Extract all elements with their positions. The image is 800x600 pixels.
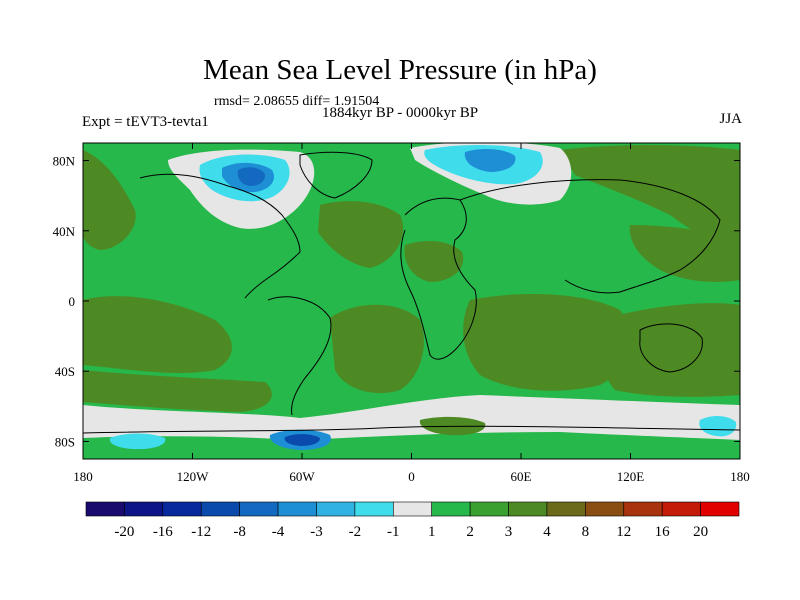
colorbar-label: -8: [233, 524, 246, 540]
period-text: 1884kyr BP - 0000kyr BP: [322, 105, 479, 121]
region-ross-sea-core: [284, 434, 320, 446]
colorbar-label: -16: [153, 524, 173, 540]
region-east-antarctic-low: [699, 416, 737, 437]
coast-australia: [639, 323, 703, 373]
region-scandinavia-low-inner: [464, 148, 516, 172]
colorbar-swatch: [85, 501, 125, 517]
region-north-atlantic-high: [318, 201, 404, 268]
region-indian-ocean: [463, 294, 631, 391]
colorbar-swatch: [239, 501, 279, 517]
colorbar-label: -20: [114, 524, 134, 540]
colorbar-swatch: [392, 501, 433, 517]
region-east-pacific: [83, 296, 232, 374]
colorbar-swatch: [162, 501, 202, 517]
coast-asia: [459, 179, 721, 294]
colorbar-label: -4: [272, 524, 285, 540]
colorbar-label: -3: [310, 524, 323, 540]
region-west-pacific-north: [629, 225, 740, 282]
region-australia-pacific: [597, 303, 740, 397]
x-tick-label: 180: [730, 469, 750, 484]
colorbar-label: 4: [543, 524, 551, 540]
y-tick-label: 80S: [55, 434, 75, 449]
stats-text: rmsd= 2.08655 diff= 1.91504: [214, 94, 380, 109]
region-antarctic-green: [83, 432, 740, 459]
y-tick-label: 40N: [53, 224, 76, 239]
x-tick-label: 0: [408, 469, 415, 484]
colorbar-label: 16: [655, 524, 671, 540]
coast-europe-africa: [400, 197, 477, 360]
region-south-atlantic: [330, 304, 424, 394]
x-tick-label: 60W: [289, 469, 315, 484]
coast-greenland: [299, 151, 373, 199]
region-south-pacific: [83, 370, 272, 412]
colorbar-swatch: [585, 501, 625, 517]
coast-antarctica: [83, 425, 740, 434]
colorbar-swatch: [469, 501, 509, 517]
season-label: JJA: [719, 111, 742, 127]
x-tick-label: 120E: [617, 469, 645, 484]
y-tick-label: 40S: [55, 364, 75, 379]
colorbar-swatch: [508, 501, 548, 517]
coastlines: [83, 151, 740, 434]
x-tick-label: 60E: [511, 469, 532, 484]
x-tick-label: 120W: [177, 469, 210, 484]
colorbar-swatch: [661, 501, 701, 517]
region-north-asia: [560, 145, 740, 250]
coast-north-america: [139, 173, 301, 299]
colorbar-swatch: [623, 501, 663, 517]
colorbar-label: 2: [466, 524, 474, 540]
experiment-label: Expt = tEVT3-tevta1: [82, 114, 209, 130]
colorbar-swatch: [700, 501, 740, 517]
colorbar-label: 3: [505, 524, 513, 540]
x-tick-label: 180: [73, 469, 93, 484]
y-tick-label: 80N: [53, 154, 76, 169]
colorbar-swatch: [546, 501, 586, 517]
colorbar-swatch: [200, 501, 240, 517]
pressure-field: [83, 143, 740, 459]
colorbar-swatch: [316, 501, 356, 517]
y-tick-label: 0: [69, 294, 76, 309]
region-greenland-low-core: [237, 167, 266, 186]
colorbar-label: -12: [191, 524, 211, 540]
colorbar-swatch: [431, 501, 471, 517]
colorbar-label: 12: [616, 524, 631, 540]
colorbar-swatch: [277, 501, 317, 517]
chart-title: Mean Sea Level Pressure (in hPa): [203, 54, 597, 86]
axes: 180 120W 60W 0 60E 120E 180 80N 40N 0 40S 80S: [53, 143, 750, 484]
colorbar: -20 -16 -12 -8 -4 -3 -2 -1 1 2 3 4 8 12 16 20: [85, 501, 740, 540]
colorbar-swatch: [124, 501, 164, 517]
colorbar-label: -1: [387, 524, 400, 540]
colorbar-label: 1: [428, 524, 436, 540]
region-amundsen-low: [109, 433, 166, 450]
colorbar-label: -2: [349, 524, 362, 540]
colorbar-label: 8: [582, 524, 590, 540]
region-north-pacific-high: [83, 150, 136, 250]
colorbar-label: 20: [693, 524, 708, 540]
colorbar-swatch: [354, 501, 394, 517]
coast-south-america: [267, 296, 332, 416]
region-africa-sahara: [404, 240, 464, 282]
